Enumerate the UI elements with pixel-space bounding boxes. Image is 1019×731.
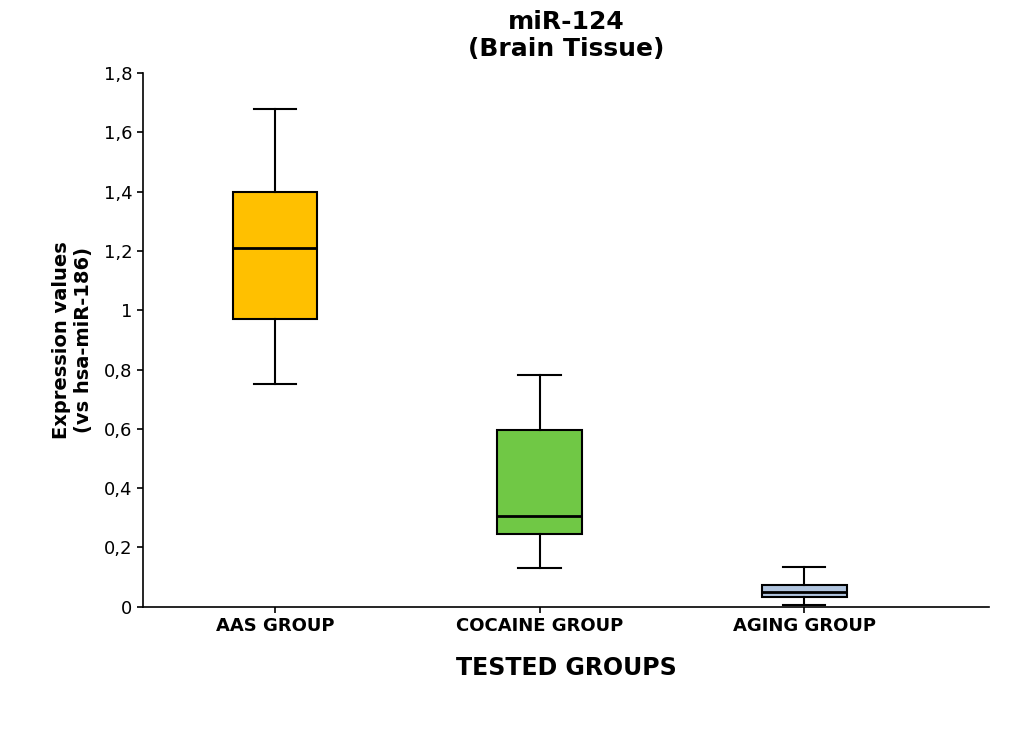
X-axis label: TESTED GROUPS: TESTED GROUPS <box>455 656 676 680</box>
Title: miR-124
(Brain Tissue): miR-124 (Brain Tissue) <box>468 10 663 61</box>
PathPatch shape <box>497 431 582 534</box>
PathPatch shape <box>232 192 317 319</box>
PathPatch shape <box>761 586 846 597</box>
Y-axis label: Expression values
(vs hsa-miR-186): Expression values (vs hsa-miR-186) <box>52 241 93 439</box>
